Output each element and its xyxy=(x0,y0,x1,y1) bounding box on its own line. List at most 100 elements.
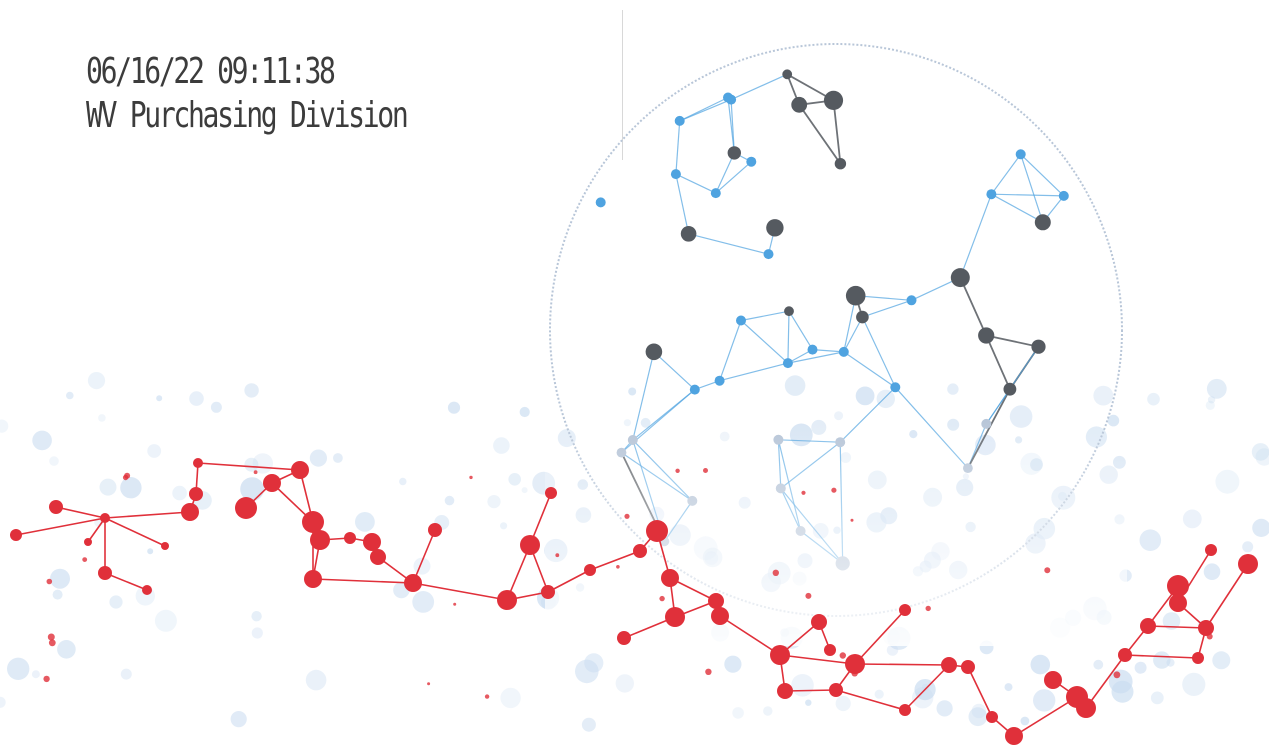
globe-edge xyxy=(740,310,790,322)
bokeh-dot xyxy=(1147,392,1160,406)
bokeh-dot xyxy=(1242,541,1254,553)
network-node xyxy=(584,564,596,576)
bokeh-dot xyxy=(244,383,259,398)
bokeh-dot xyxy=(0,419,9,433)
network-node xyxy=(633,544,647,558)
network-speck xyxy=(839,652,846,659)
network-speck xyxy=(484,694,490,699)
globe-edge xyxy=(832,100,842,164)
bokeh-dot xyxy=(230,711,247,728)
network-node xyxy=(770,645,790,665)
bokeh-dot xyxy=(57,640,76,659)
bokeh-dot xyxy=(500,687,521,709)
bokeh-dot xyxy=(447,401,461,414)
bokeh-dot xyxy=(50,568,70,589)
network-link xyxy=(547,569,591,593)
bokeh-dot xyxy=(154,609,177,632)
globe-node xyxy=(890,382,901,393)
bokeh-dot xyxy=(912,687,934,709)
bokeh-dot xyxy=(172,485,187,501)
network-node xyxy=(181,503,199,521)
globe-edge xyxy=(675,173,690,234)
globe-edge xyxy=(843,351,896,388)
globe-edge xyxy=(679,96,729,122)
bokeh-dot xyxy=(1182,509,1202,529)
bokeh-dot xyxy=(120,477,142,499)
globe-node xyxy=(791,96,808,113)
network-speck xyxy=(122,474,129,481)
network-node xyxy=(845,654,865,674)
network-speck xyxy=(801,490,806,495)
network-node xyxy=(1205,544,1217,556)
globe-node xyxy=(845,285,866,306)
globe-node xyxy=(595,197,606,208)
bokeh-dot xyxy=(251,627,263,639)
network-speck xyxy=(1044,567,1051,574)
network-node xyxy=(1076,698,1096,718)
network-speck xyxy=(555,553,560,558)
globe-edge xyxy=(719,362,789,382)
network-link xyxy=(854,609,906,665)
network-link xyxy=(104,511,191,519)
network-speck xyxy=(850,518,854,522)
network-node xyxy=(304,570,322,588)
globe-node xyxy=(1034,214,1051,231)
network-node xyxy=(961,660,975,674)
globe-edge xyxy=(990,153,1022,195)
globe-node xyxy=(823,90,844,110)
bokeh-dot xyxy=(1093,385,1114,406)
network-node xyxy=(49,500,63,514)
network-node xyxy=(1198,620,1214,636)
network-speck xyxy=(675,468,680,473)
network-link xyxy=(1085,654,1126,709)
globe-edge xyxy=(985,335,1011,390)
globe-node xyxy=(727,146,741,160)
bokeh-dot xyxy=(834,411,844,421)
bokeh-dot xyxy=(1255,448,1269,466)
globe-node xyxy=(736,315,746,326)
network-link xyxy=(784,689,837,692)
globe-node xyxy=(950,268,970,288)
network-speck xyxy=(253,470,258,475)
network-link xyxy=(589,550,641,571)
bokeh-dot xyxy=(1212,651,1231,670)
network-speck xyxy=(831,487,837,493)
network-node xyxy=(291,461,309,479)
bokeh-dot xyxy=(835,695,851,712)
network-node xyxy=(899,704,911,716)
network-node xyxy=(646,520,668,542)
network-node xyxy=(1169,594,1187,612)
globe-node xyxy=(978,327,995,344)
network-link xyxy=(1205,563,1249,629)
globe-edge xyxy=(862,299,912,318)
bokeh-dot xyxy=(1033,689,1056,712)
network-node xyxy=(310,530,330,550)
globe-node xyxy=(689,384,700,395)
network-speck xyxy=(925,605,931,612)
network-node xyxy=(986,711,998,723)
bokeh-dot xyxy=(1139,529,1162,551)
bokeh-dot xyxy=(32,430,52,451)
globe-node xyxy=(710,188,721,199)
bokeh-dot xyxy=(575,659,599,684)
bokeh-dot xyxy=(305,669,327,691)
globe-edge xyxy=(1020,154,1044,223)
network-speck xyxy=(427,682,431,686)
globe-edge xyxy=(959,193,992,278)
bokeh-dot xyxy=(99,478,117,496)
bokeh-dot xyxy=(240,477,264,501)
globe-node xyxy=(782,358,793,369)
network-node xyxy=(665,607,685,627)
stamp-timestamp: 06/16/22 09:11:38 xyxy=(86,51,336,92)
network-link xyxy=(197,462,301,471)
globe-node xyxy=(986,189,997,200)
globe-node xyxy=(766,219,784,237)
network-node xyxy=(1140,618,1156,634)
network-link xyxy=(104,517,166,547)
network-node xyxy=(263,474,281,492)
network-node xyxy=(142,585,152,595)
globe-edge xyxy=(675,120,681,175)
globe-node xyxy=(645,343,663,361)
bokeh-dot xyxy=(1093,659,1104,670)
